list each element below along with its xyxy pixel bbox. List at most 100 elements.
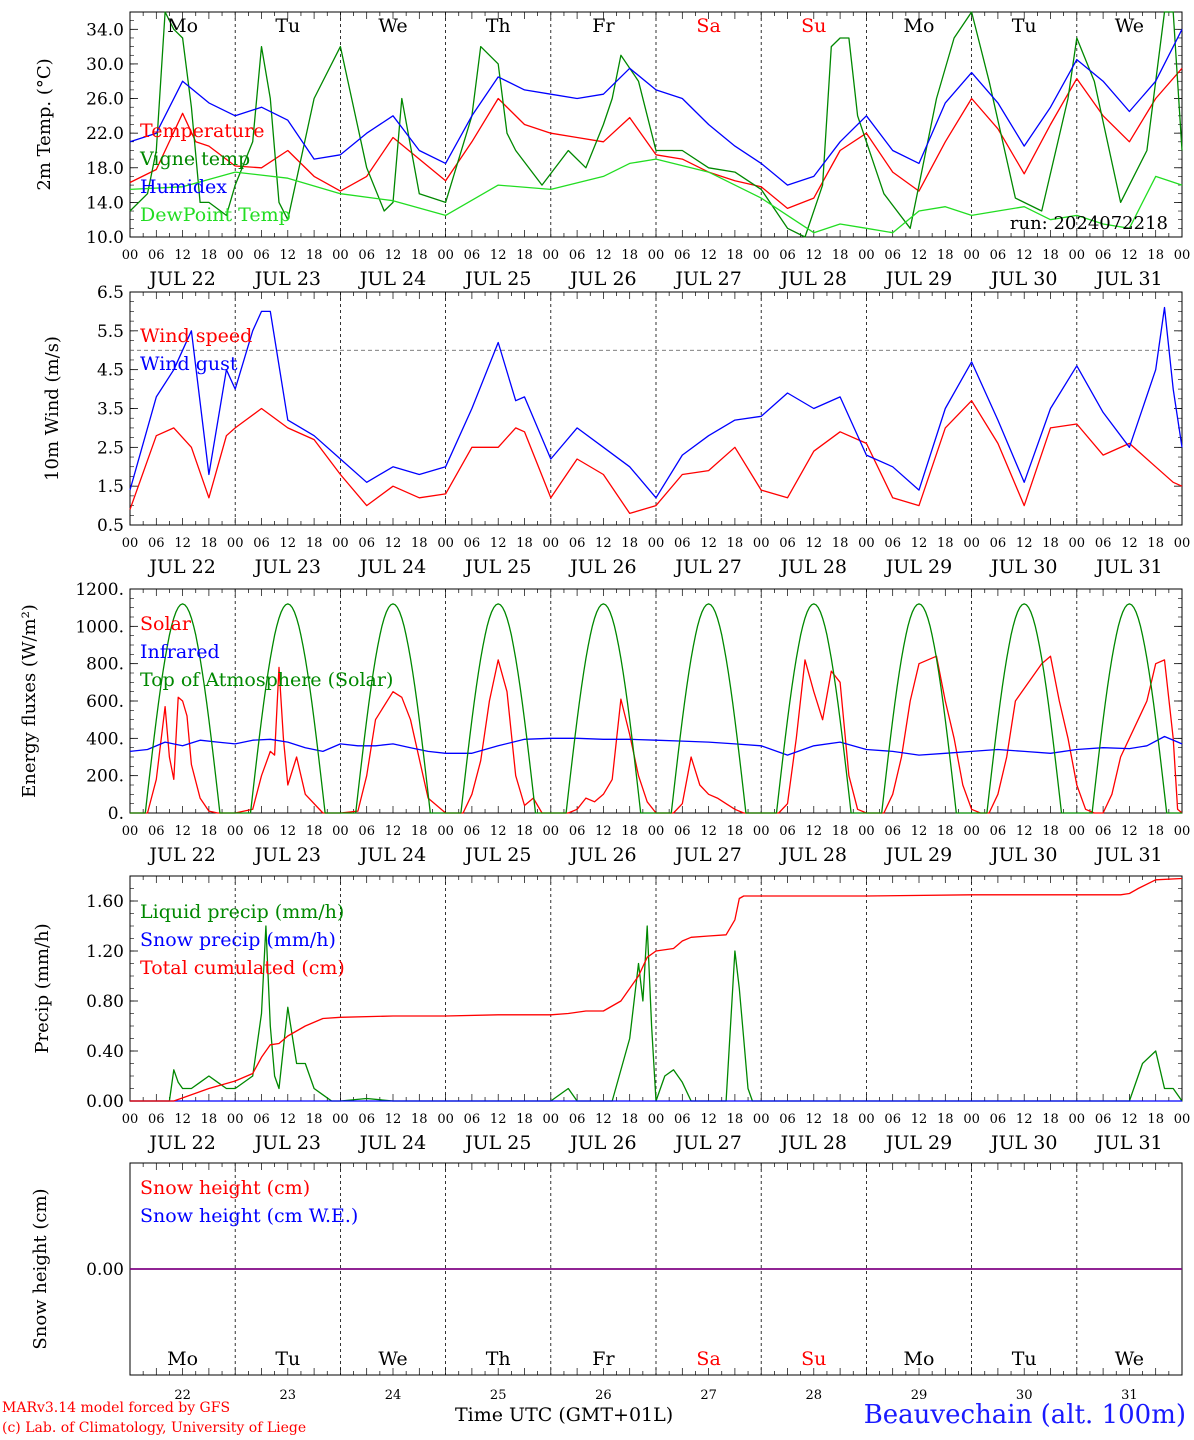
x-hour-label: 06	[674, 536, 691, 551]
legend-entry: DewPoint Temp	[140, 204, 291, 226]
x-hour-label: 06	[884, 824, 901, 839]
y-tick-label: 14.0	[86, 193, 124, 213]
x-hour-label: 12	[911, 1112, 928, 1127]
x-hour-label: 00	[227, 248, 244, 263]
x-hour-label: 06	[779, 1112, 796, 1127]
x-hour-label: 12	[385, 824, 402, 839]
y-tick-label: 34.0	[86, 20, 124, 40]
y-axis-label: Snow height (cm)	[30, 1188, 51, 1349]
x-hour-label: 06	[569, 824, 586, 839]
x-hour-label: 12	[280, 824, 297, 839]
legend-entry: Total cumulated (cm)	[140, 957, 345, 979]
y-tick-label: 0.	[108, 804, 124, 824]
x-hour-label: 18	[937, 824, 954, 839]
x-hour-label: 18	[1147, 824, 1164, 839]
x-hour-label: 18	[306, 536, 323, 551]
weekday-label-top: Fr	[592, 15, 615, 37]
x-hour-label: 12	[911, 824, 928, 839]
x-date-label: JUL 29	[884, 556, 952, 578]
x-hour-label: 00	[227, 536, 244, 551]
x-date-label: JUL 29	[884, 268, 952, 290]
day-number-label: 26	[595, 1388, 612, 1403]
weekday-label-bottom: We	[378, 1348, 407, 1370]
y-tick-label: 800.	[86, 655, 124, 675]
x-date-label: JUL 30	[989, 268, 1057, 290]
x-date-label: JUL 22	[147, 556, 215, 578]
x-hour-label: 00	[122, 536, 139, 551]
x-hour-label: 18	[1042, 248, 1059, 263]
x-hour-label: 06	[464, 248, 481, 263]
x-date-label: JUL 23	[253, 268, 321, 290]
y-tick-label: 0.00	[86, 1260, 124, 1280]
x-hour-label: 18	[516, 824, 533, 839]
x-hour-label: 12	[700, 1112, 717, 1127]
x-hour-label: 12	[1121, 248, 1138, 263]
x-date-label: JUL 28	[779, 1132, 847, 1154]
x-hour-label: 00	[648, 1112, 665, 1127]
x-hour-label: 12	[385, 1112, 402, 1127]
series-line-dewpoint-temp	[129, 158, 1183, 234]
x-date-label: JUL 29	[884, 844, 952, 866]
series-line-vigne-temp	[129, 11, 1183, 238]
x-hour-label: 00	[332, 248, 349, 263]
y-tick-label: 1000.	[75, 617, 124, 637]
weekday-label-bottom: Mo	[167, 1348, 198, 1370]
day-number-label: 30	[1016, 1388, 1033, 1403]
x-hour-label: 12	[280, 536, 297, 551]
weekday-label-top: Tu	[275, 15, 300, 37]
x-hour-label: 00	[1069, 1112, 1086, 1127]
y-tick-label: 1.20	[86, 942, 124, 962]
x-hour-label: 18	[937, 536, 954, 551]
panel-4: 0.00 0.40 0.80 1.20 1.60 Precip (mm/h) Liquid …	[32, 875, 1190, 1154]
x-hour-label: 18	[201, 1112, 218, 1127]
x-hour-label: 00	[963, 824, 980, 839]
x-hour-label: 12	[1016, 1112, 1033, 1127]
weekday-label-top: Su	[801, 15, 826, 37]
x-hour-label: 00	[543, 536, 560, 551]
x-hour-label: 00	[753, 1112, 770, 1127]
x-date-label: JUL 25	[463, 844, 531, 866]
x-hour-label: 12	[806, 536, 823, 551]
x-hour-label: 06	[569, 1112, 586, 1127]
x-hour-label: 06	[358, 536, 375, 551]
x-hour-label: 00	[437, 536, 454, 551]
x-hour-label: 06	[779, 536, 796, 551]
legend-entry: Top of Atmosphere (Solar)	[140, 669, 393, 691]
day-number-label: 24	[385, 1388, 402, 1403]
x-hour-label: 12	[490, 536, 507, 551]
x-hour-label: 06	[253, 1112, 270, 1127]
x-date-label: JUL 31	[1094, 844, 1162, 866]
legend-entry: Wind gust	[140, 353, 238, 375]
panel-3: 0. 200. 400. 600. 800. 1000. 1200. Energy fluxe…	[19, 580, 1190, 866]
x-hour-label: 12	[806, 248, 823, 263]
x-hour-label: 06	[569, 248, 586, 263]
x-hour-label: 06	[464, 1112, 481, 1127]
x-hour-label: 06	[1095, 536, 1112, 551]
y-tick-label: 22.0	[86, 124, 124, 144]
x-hour-label: 18	[516, 536, 533, 551]
x-hour-label: 12	[595, 1112, 612, 1127]
x-hour-label: 06	[569, 536, 586, 551]
x-hour-label: 00	[1174, 248, 1191, 263]
x-hour-label: 12	[806, 1112, 823, 1127]
legend-entry: Temperature	[140, 120, 264, 142]
x-hour-label: 18	[1147, 248, 1164, 263]
y-axis-label: Precip (mm/h)	[32, 923, 53, 1053]
x-date-label: JUL 22	[147, 268, 215, 290]
y-tick-label: 200.	[86, 767, 124, 787]
day-number-label: 29	[911, 1388, 928, 1403]
x-hour-label: 06	[358, 1112, 375, 1127]
series-line-infrared	[129, 735, 1183, 756]
x-hour-label: 00	[858, 248, 875, 263]
x-hour-label: 12	[1016, 824, 1033, 839]
x-hour-label: 18	[832, 1112, 849, 1127]
x-hour-label: 18	[201, 248, 218, 263]
weekday-label-bottom: Th	[486, 1348, 511, 1370]
weekday-label-bottom: Mo	[904, 1348, 935, 1370]
x-date-label: JUL 26	[568, 1132, 636, 1154]
x-hour-label: 00	[963, 536, 980, 551]
x-hour-label: 12	[174, 1112, 191, 1127]
x-hour-label: 18	[727, 248, 744, 263]
x-hour-label: 00	[437, 248, 454, 263]
